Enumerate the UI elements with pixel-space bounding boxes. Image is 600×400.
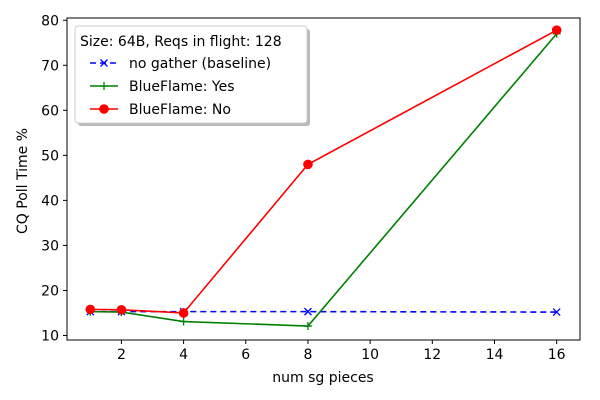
legend-entry: BlueFlame: Yes: [90, 79, 235, 95]
x-tick-label: 6: [241, 347, 250, 363]
x-tick-label: 14: [486, 347, 504, 363]
data-point: [552, 308, 561, 317]
data-point: [551, 25, 562, 35]
y-tick-label: 60: [41, 103, 59, 119]
data-point: [179, 317, 188, 326]
x-tick-label: 2: [117, 347, 126, 363]
legend-entry: no gather (baseline): [90, 56, 271, 72]
y-tick-label: 10: [41, 328, 59, 344]
legend-marker: [99, 104, 109, 114]
x-axis-label: num sg pieces: [272, 370, 373, 386]
x-tick-label: 12: [423, 347, 441, 363]
legend-entries: no gather (baseline) BlueFlame: Yes BlueFl…: [90, 56, 271, 118]
data-point: [303, 322, 312, 331]
y-tick-label: 50: [41, 148, 59, 164]
legend-label: BlueFlame: No: [129, 102, 231, 118]
x-tick-label: 16: [548, 347, 566, 363]
data-point: [303, 307, 312, 316]
data-point: [116, 305, 127, 315]
legend-marker: [100, 82, 108, 90]
y-tick-label: 80: [41, 13, 59, 29]
axes-frame: [66, 17, 581, 341]
axes: 2 4 6 8 10 12 14 16 10 20 30 40 50 60 70 80: [41, 13, 581, 363]
data-point: [85, 304, 96, 315]
legend: Size: 64B, Reqs in flight: 128 no gather…: [74, 25, 310, 126]
legend-marker: [100, 59, 108, 67]
y-tick-label: 70: [41, 58, 59, 74]
legend-title: Size: 64B, Reqs in flight: 128: [80, 34, 282, 50]
data-point: [303, 159, 313, 170]
y-axis-label: CQ Poll Time %: [15, 128, 31, 234]
x-tick-label: 4: [179, 347, 188, 363]
series-blueflame-no: [85, 25, 562, 318]
x-tick-label: 10: [361, 347, 379, 363]
y-tick-label: 20: [41, 283, 59, 299]
legend-frame: [74, 25, 308, 124]
y-tick-label: 30: [41, 238, 59, 254]
x-tick-label: 8: [303, 347, 312, 363]
plot-area: [85, 25, 562, 331]
legend-label: BlueFlame: Yes: [129, 79, 235, 95]
legend-label: no gather (baseline): [129, 56, 271, 72]
data-point: [178, 308, 189, 318]
legend-entry: BlueFlame: No: [90, 102, 231, 118]
y-tick-label: 40: [41, 193, 59, 209]
